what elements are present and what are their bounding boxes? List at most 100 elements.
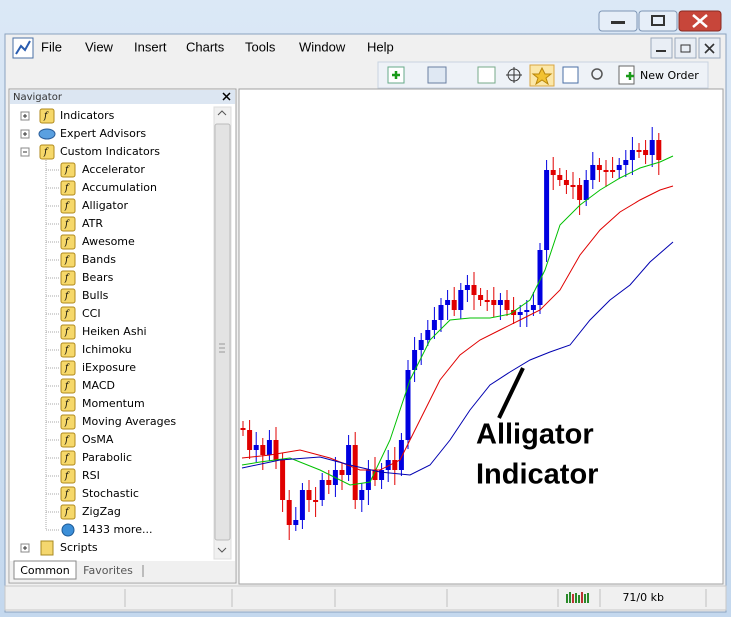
candle-body <box>398 440 404 470</box>
indicator-icon <box>60 234 76 250</box>
icon-glyph: f <box>64 292 70 302</box>
tree-item[interactable]: Awesome <box>82 235 135 248</box>
tester-button[interactable] <box>591 68 603 80</box>
icon-glyph: f <box>43 148 49 158</box>
mdi-restore[interactable] <box>674 37 697 59</box>
candle-body <box>583 180 589 200</box>
candle-body <box>240 428 246 430</box>
icon-glyph: f <box>64 508 70 518</box>
candle-body <box>286 500 292 525</box>
candle-body <box>471 285 477 295</box>
icon-glyph: f <box>64 418 70 428</box>
navigator-panel <box>8 88 237 584</box>
tree-item[interactable]: Custom Indicators <box>60 145 160 158</box>
status-bar <box>4 585 727 611</box>
profiles-button[interactable] <box>427 66 447 84</box>
indicator-icon <box>60 360 76 376</box>
candle-body <box>385 460 391 470</box>
navigator-close[interactable] <box>222 92 231 101</box>
candle-body <box>313 500 319 502</box>
scrollbar-thumb[interactable] <box>214 123 231 541</box>
candle-body <box>392 460 398 470</box>
icon <box>611 21 625 24</box>
candle-body <box>517 312 523 315</box>
scroll-arrows[interactable] <box>217 110 227 553</box>
candle-body <box>293 520 299 525</box>
candle-body <box>280 460 286 500</box>
icon <box>656 50 666 52</box>
tree-item[interactable]: Indicators <box>60 109 115 122</box>
candle-body <box>563 180 569 185</box>
mdi-minimize[interactable] <box>650 37 673 59</box>
tree-item[interactable]: Accelerator <box>82 163 145 176</box>
indicator-icon <box>60 342 76 358</box>
tree-item[interactable]: Moving Averages <box>82 415 176 428</box>
tree-item[interactable]: ZigZag <box>82 505 121 518</box>
menu-item[interactable]: Window <box>299 39 346 54</box>
candle-body <box>643 150 649 155</box>
tab-common[interactable] <box>13 560 77 580</box>
tree-item[interactable]: Bands <box>82 253 116 266</box>
candle-body <box>557 175 563 180</box>
menu-item[interactable]: Tools <box>245 39 276 54</box>
tree-item[interactable]: CCI <box>82 307 101 320</box>
tree-item[interactable]: iExposure <box>82 361 136 374</box>
candle-body <box>445 300 451 305</box>
tree-item[interactable]: Alligator <box>82 199 128 212</box>
indicator-icon <box>60 378 76 394</box>
tree-item[interactable]: Parabolic <box>82 451 132 464</box>
candle-body <box>359 490 365 500</box>
candle-body <box>504 300 510 310</box>
tree-item[interactable]: Ichimoku <box>82 343 132 356</box>
candle-body <box>596 165 602 170</box>
script-icon <box>40 540 54 556</box>
menu-item[interactable]: File <box>41 39 62 54</box>
menu-item[interactable]: Help <box>367 39 394 54</box>
menu-item[interactable]: View <box>85 39 114 54</box>
icon-glyph: f <box>64 310 70 320</box>
tree-item[interactable]: RSI <box>82 469 100 482</box>
tree-item[interactable]: Accumulation <box>82 181 157 194</box>
navigator-title: Navigator <box>13 92 63 103</box>
tree-item[interactable]: Stochastic <box>82 487 139 500</box>
candle-body <box>537 250 543 305</box>
candle-body <box>306 490 312 500</box>
menu-item[interactable]: Insert <box>134 39 167 54</box>
candle-body <box>577 185 583 200</box>
icon-glyph: f <box>64 256 70 266</box>
candle-body <box>656 140 662 160</box>
icon-glyph: f <box>64 400 70 410</box>
icon-glyph: f <box>64 184 70 194</box>
tree-item[interactable]: ATR <box>82 217 103 230</box>
annotation: Alligator <box>476 419 594 451</box>
menu-item[interactable]: Charts <box>186 39 225 54</box>
icon <box>506 67 522 83</box>
tree-item[interactable]: OsMA <box>82 433 114 446</box>
indicator-icon <box>39 144 55 160</box>
tree-item[interactable]: Heiken Ashi <box>82 325 147 338</box>
candle-body <box>491 300 497 305</box>
candle-body <box>260 445 266 455</box>
candle-body <box>346 445 352 475</box>
maximize-button[interactable] <box>638 10 678 32</box>
memory-status: 71/0 kb <box>622 591 664 604</box>
market-watch-button[interactable] <box>477 66 496 84</box>
tab-label[interactable]: Common <box>20 564 70 577</box>
tree-item[interactable]: Bulls <box>82 289 109 302</box>
new-order-button[interactable]: New Order <box>640 69 699 82</box>
tree-item[interactable]: 1433 more... <box>82 523 152 536</box>
tree-item[interactable]: Scripts <box>60 541 98 554</box>
expander-sign <box>23 132 27 136</box>
indicator-icon <box>60 468 76 484</box>
terminal-button[interactable] <box>562 66 579 84</box>
tree-item[interactable]: Expert Advisors <box>60 127 146 140</box>
indicator-icon <box>39 108 55 124</box>
icon <box>531 66 553 86</box>
tab-label[interactable]: Favorites <box>83 564 133 577</box>
candle-body <box>339 470 345 475</box>
candle-body <box>623 160 629 165</box>
icon-glyph: f <box>64 364 70 374</box>
tree-item[interactable]: Momentum <box>82 397 145 410</box>
tree-item[interactable]: MACD <box>82 379 115 392</box>
tree-item[interactable]: Bears <box>82 271 114 284</box>
